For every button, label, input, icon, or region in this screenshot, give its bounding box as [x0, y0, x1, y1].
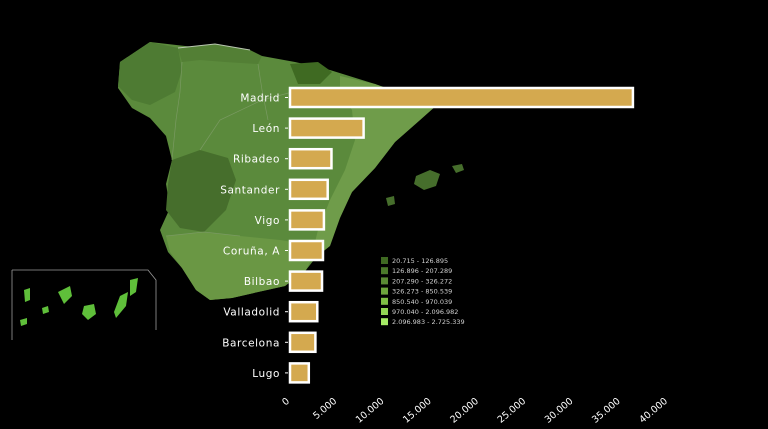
map-region-northwest	[118, 42, 182, 105]
canary-island-lapalma	[24, 288, 30, 302]
map-region-north	[290, 62, 332, 84]
map-balearic-menorca	[452, 164, 464, 173]
legend-swatch	[381, 267, 388, 275]
category-label: Santander	[220, 184, 280, 196]
map-region-northcoast	[178, 44, 262, 64]
map-region-west	[166, 150, 236, 232]
x-tick-label: 10.000	[354, 396, 387, 426]
x-axis: 0 5.000 10.000 15.000 20.000 25.000 30.000 35.0…	[280, 389, 670, 426]
x-tick-label: 35.000	[590, 396, 623, 426]
legend-label: 850.540 - 970.039	[392, 298, 452, 306]
map-region-south	[166, 232, 318, 300]
x-tick-label: 25.000	[496, 396, 529, 426]
category-label: Ribadeo	[233, 154, 280, 166]
canary-islands	[20, 278, 138, 326]
legend-label: 126.896 - 207.289	[392, 267, 452, 275]
x-tick-label: 5.000	[311, 396, 339, 422]
legend-swatch	[381, 297, 388, 305]
x-tick-label: 15.000	[401, 396, 434, 426]
bar-coru-a-a	[288, 239, 325, 262]
bar-madrid	[288, 86, 635, 109]
category-label: Valladolid	[223, 307, 280, 319]
category-label: Coruña, A	[223, 246, 280, 258]
bar-santander	[288, 178, 329, 201]
map-balearic-mallorca	[414, 170, 440, 190]
x-tick-label: 0	[280, 396, 292, 408]
legend-label: 207.290 - 326.272	[392, 277, 452, 285]
category-labels: Madrid León Ribadeo Santander Vigo Coruña, A B…	[220, 93, 288, 380]
category-label: Lugo	[252, 368, 280, 380]
legend-label: 326.273 - 850.539	[392, 288, 452, 296]
map-legend: 20.715 - 126.895 126.896 - 207.289 207.290…	[381, 257, 465, 326]
category-label: Madrid	[240, 93, 280, 105]
legend-swatch	[381, 277, 388, 285]
category-label: Barcelona	[222, 337, 280, 349]
bar-series	[288, 86, 635, 384]
canary-island-gomera	[42, 306, 49, 314]
canary-island-grancanaria	[82, 304, 96, 320]
legend-label: 2.096.983 - 2.725.339	[392, 318, 465, 326]
legend-label: 20.715 - 126.895	[392, 257, 448, 265]
canary-island-lanzarote	[130, 278, 138, 296]
bar-vigo	[288, 209, 326, 231]
bar-valladolid	[288, 300, 319, 323]
map-coast-highlight	[177, 43, 251, 51]
category-label: Vigo	[255, 215, 280, 227]
x-tick-label: 40.000	[637, 396, 670, 426]
legend-swatch	[381, 287, 388, 295]
legend-label: 970.040 - 2.096.982	[392, 308, 458, 316]
canary-island-fuerteventura	[114, 292, 128, 318]
canary-inset-frame	[11, 269, 157, 340]
category-label: León	[252, 123, 280, 135]
bar-lugo	[288, 362, 311, 384]
category-label: Bilbao	[244, 276, 280, 288]
canary-island-hierro	[20, 318, 27, 326]
legend-swatch	[381, 318, 388, 326]
map-region-east	[310, 76, 438, 262]
x-tick-label: 30.000	[543, 396, 576, 426]
bar-le-n	[288, 117, 365, 139]
map-balearic-ibiza	[386, 196, 395, 206]
bar-barcelona	[288, 331, 317, 354]
legend-swatch	[381, 257, 388, 264]
map-borders	[165, 61, 341, 237]
x-tick-label: 20.000	[448, 396, 481, 426]
canary-inset	[11, 269, 157, 340]
bar-bilbao	[288, 270, 324, 292]
legend-swatch	[381, 308, 388, 315]
canary-island-tenerife	[58, 286, 72, 304]
bar-ribadeo	[288, 147, 333, 170]
